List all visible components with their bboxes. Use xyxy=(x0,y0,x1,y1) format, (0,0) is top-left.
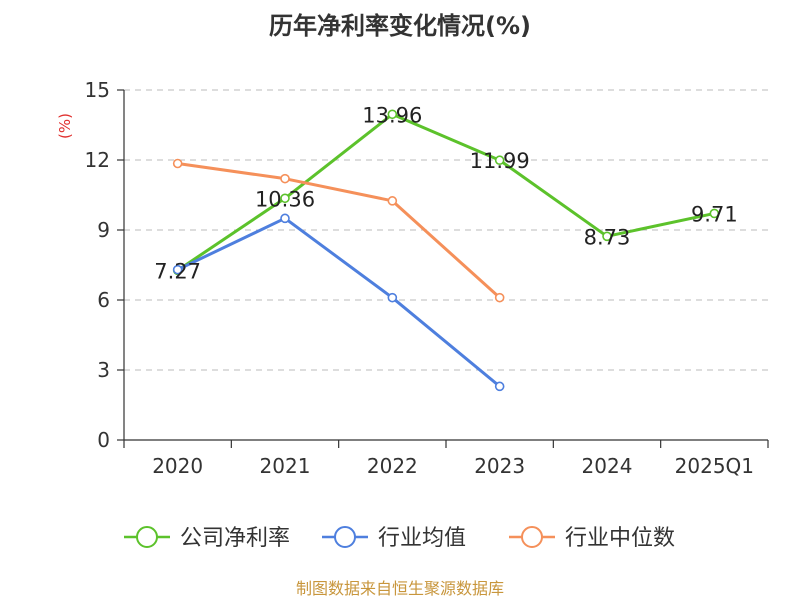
grid xyxy=(124,89,768,371)
data-point xyxy=(709,208,720,219)
data-point xyxy=(602,231,612,242)
y-tick-label: 6 xyxy=(97,288,110,312)
data-point xyxy=(494,381,505,392)
data-point xyxy=(387,292,398,303)
legend-marker xyxy=(521,526,543,548)
legend-marker xyxy=(334,526,356,548)
data-point xyxy=(494,155,505,166)
data-point xyxy=(280,193,290,204)
series-line-1 xyxy=(177,216,501,388)
y-tick-label: 9 xyxy=(97,218,110,242)
x-tick-label: 2020 xyxy=(152,454,203,478)
data-point xyxy=(387,196,398,206)
chart-title: 历年净利率变化情况(%) xyxy=(269,12,531,40)
legend-item-2[interactable]: 行业中位数 xyxy=(509,526,675,551)
data-label: 10.36 xyxy=(255,187,315,211)
axes: 0 3 6 9 12 15 2020 2021 2022 2023 2024 2025Q1 xyxy=(85,78,769,478)
x-tick-label: 2021 xyxy=(260,454,311,478)
series-line-0 xyxy=(176,112,715,272)
x-tick-label: 2023 xyxy=(474,454,525,478)
data-label: 13.96 xyxy=(362,103,422,127)
data-point xyxy=(172,158,183,169)
data-label: 11.99 xyxy=(470,149,530,173)
data-labels: 7.27 10.36 13.96 11.99 8.73 9.71 xyxy=(154,103,737,283)
legend-label: 公司净利率 xyxy=(180,526,290,551)
series xyxy=(172,109,720,392)
data-point xyxy=(280,213,290,224)
source-note: 制图数据来自恒生聚源数据库 xyxy=(296,579,504,598)
x-tick-label: 2025Q1 xyxy=(675,454,754,478)
legend-label: 行业均值 xyxy=(378,526,466,551)
data-label: 8.73 xyxy=(584,225,631,249)
y-tick-label: 15 xyxy=(85,78,110,102)
legend-item-0[interactable]: 公司净利率 xyxy=(124,526,290,551)
legend-label: 行业中位数 xyxy=(565,526,675,551)
data-point xyxy=(172,264,183,275)
x-tick-label: 2022 xyxy=(367,454,418,478)
x-tick-label: 2024 xyxy=(582,454,633,478)
data-point xyxy=(387,109,398,120)
y-tick-label: 0 xyxy=(97,428,110,452)
y-axis-label: (%) xyxy=(56,113,74,139)
data-point xyxy=(280,173,290,184)
data-label: 9.71 xyxy=(691,202,738,226)
legend-marker xyxy=(136,526,158,548)
series-line-2 xyxy=(177,162,501,299)
data-label: 7.27 xyxy=(154,259,201,283)
y-tick-label: 12 xyxy=(85,148,110,172)
legend[interactable]: 公司净利率 行业均值 行业中位数 xyxy=(124,526,675,551)
legend-item-1[interactable]: 行业均值 xyxy=(322,526,466,551)
y-tick-label: 3 xyxy=(97,358,110,382)
data-point xyxy=(494,292,505,303)
